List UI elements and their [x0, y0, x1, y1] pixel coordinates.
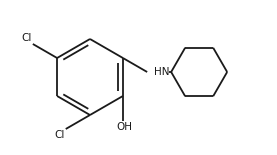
Text: OH: OH: [116, 122, 132, 132]
Text: HN: HN: [154, 67, 170, 77]
Text: Cl: Cl: [21, 33, 32, 43]
Text: Cl: Cl: [54, 130, 65, 140]
